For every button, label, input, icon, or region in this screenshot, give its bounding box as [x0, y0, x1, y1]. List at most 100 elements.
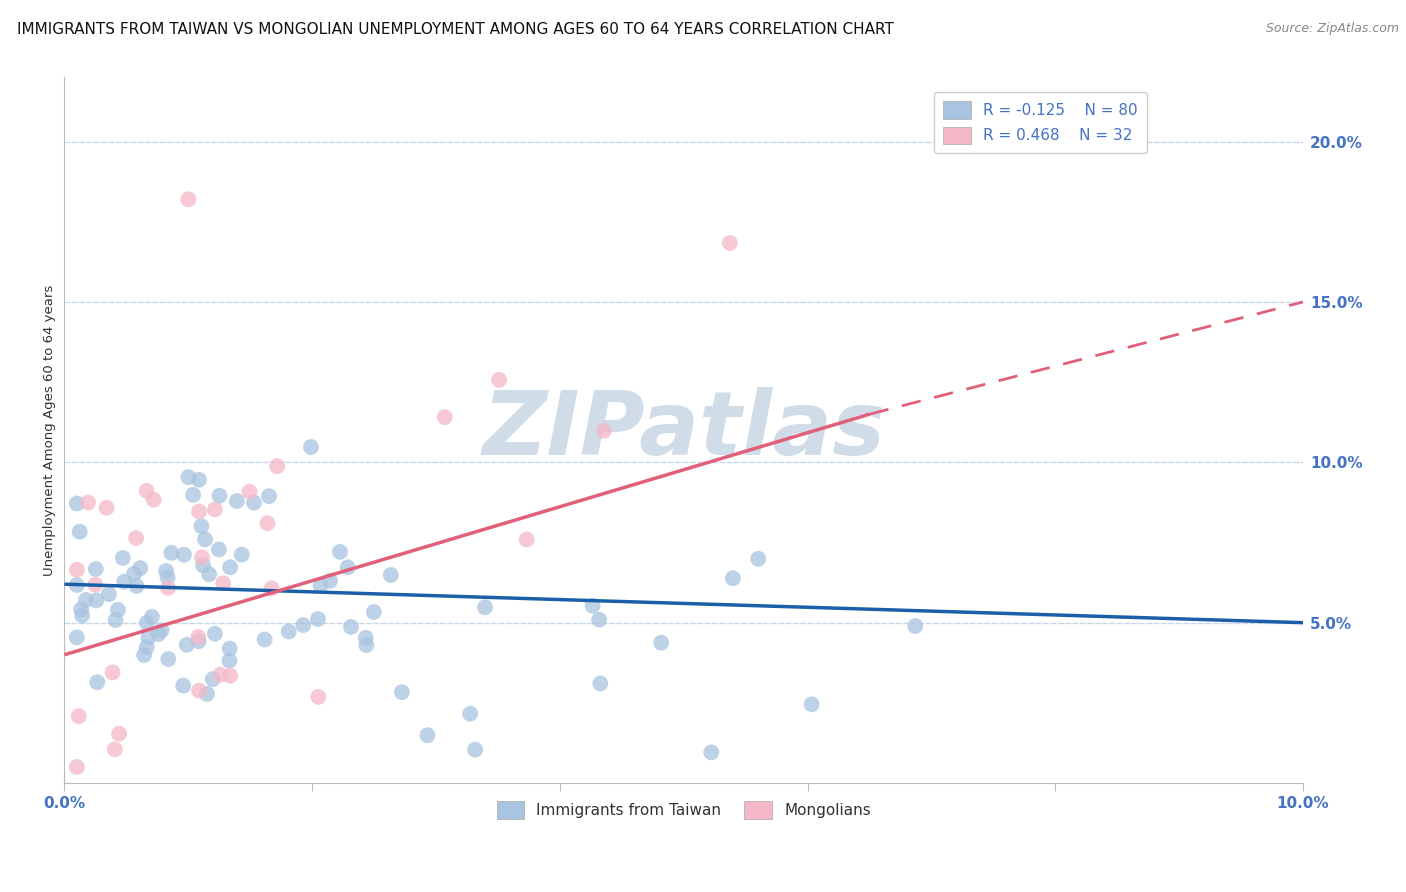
- Point: [201, 672, 224, 686]
- Point: [593, 424, 616, 438]
- Point: [155, 564, 177, 578]
- Point: [208, 542, 231, 557]
- Point: [138, 631, 160, 645]
- Point: [209, 667, 232, 681]
- Point: [188, 683, 211, 698]
- Point: [319, 574, 342, 588]
- Point: [516, 533, 538, 547]
- Point: [198, 567, 221, 582]
- Point: [156, 570, 179, 584]
- Point: [416, 728, 439, 742]
- Point: [218, 654, 240, 668]
- Point: [135, 615, 157, 630]
- Point: [66, 563, 89, 577]
- Point: [433, 410, 456, 425]
- Point: [129, 561, 152, 575]
- Point: [86, 675, 108, 690]
- Point: [219, 669, 242, 683]
- Point: [177, 470, 200, 484]
- Point: [148, 627, 170, 641]
- Point: [212, 576, 235, 591]
- Point: [69, 524, 91, 539]
- Point: [191, 558, 214, 573]
- Point: [132, 648, 155, 662]
- Point: [135, 640, 157, 655]
- Point: [589, 676, 612, 690]
- Point: [218, 641, 240, 656]
- Point: [588, 613, 610, 627]
- Text: Source: ZipAtlas.com: Source: ZipAtlas.com: [1265, 22, 1399, 36]
- Point: [97, 587, 120, 601]
- Point: [277, 624, 299, 639]
- Point: [363, 605, 385, 619]
- Point: [238, 484, 260, 499]
- Point: [721, 571, 744, 585]
- Point: [104, 742, 127, 756]
- Point: [195, 687, 218, 701]
- Point: [581, 599, 603, 613]
- Text: IMMIGRANTS FROM TAIWAN VS MONGOLIAN UNEMPLOYMENT AMONG AGES 60 TO 64 YEARS CORRE: IMMIGRANTS FROM TAIWAN VS MONGOLIAN UNEM…: [17, 22, 894, 37]
- Point: [70, 608, 93, 623]
- Point: [84, 578, 107, 592]
- Point: [66, 578, 89, 592]
- Point: [747, 551, 769, 566]
- Point: [160, 546, 183, 560]
- Point: [66, 496, 89, 510]
- Point: [188, 504, 211, 518]
- Point: [66, 631, 89, 645]
- Point: [142, 492, 165, 507]
- Point: [111, 551, 134, 566]
- Point: [309, 579, 332, 593]
- Point: [181, 488, 204, 502]
- Point: [464, 742, 486, 756]
- Point: [904, 619, 927, 633]
- Point: [172, 679, 194, 693]
- Point: [96, 500, 118, 515]
- Point: [104, 613, 127, 627]
- Point: [125, 531, 148, 545]
- Point: [187, 630, 209, 644]
- Point: [458, 706, 481, 721]
- Point: [307, 690, 329, 704]
- Point: [204, 502, 226, 516]
- Point: [356, 638, 378, 652]
- Point: [208, 489, 231, 503]
- Point: [66, 760, 89, 774]
- Point: [173, 548, 195, 562]
- Point: [219, 560, 242, 574]
- Point: [67, 709, 90, 723]
- Point: [336, 560, 359, 574]
- Point: [257, 489, 280, 503]
- Point: [112, 574, 135, 589]
- Point: [266, 459, 288, 474]
- Text: ZIPatlas: ZIPatlas: [482, 387, 886, 474]
- Point: [156, 581, 179, 595]
- Point: [204, 626, 226, 640]
- Point: [243, 496, 266, 510]
- Point: [329, 545, 352, 559]
- Point: [177, 192, 200, 206]
- Point: [101, 665, 124, 680]
- Point: [191, 550, 214, 565]
- Point: [107, 603, 129, 617]
- Point: [800, 698, 823, 712]
- Point: [700, 745, 723, 759]
- Point: [190, 519, 212, 533]
- Point: [474, 600, 496, 615]
- Point: [260, 582, 283, 596]
- Point: [718, 235, 741, 250]
- Point: [176, 638, 198, 652]
- Point: [86, 593, 108, 607]
- Point: [84, 562, 107, 576]
- Point: [340, 620, 363, 634]
- Point: [141, 610, 163, 624]
- Legend: Immigrants from Taiwan, Mongolians: Immigrants from Taiwan, Mongolians: [491, 795, 877, 825]
- Point: [354, 631, 377, 645]
- Point: [75, 593, 97, 607]
- Point: [77, 495, 100, 509]
- Point: [292, 618, 315, 632]
- Point: [307, 612, 329, 626]
- Point: [125, 579, 148, 593]
- Point: [108, 727, 131, 741]
- Point: [122, 566, 145, 581]
